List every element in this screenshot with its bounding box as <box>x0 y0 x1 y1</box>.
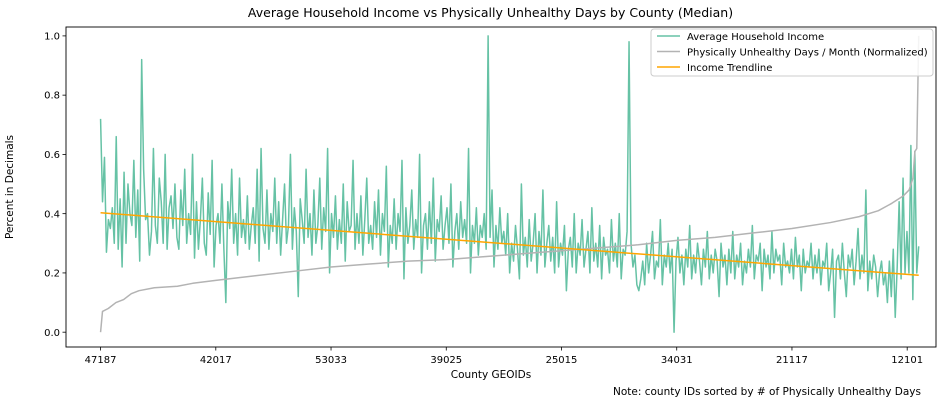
plot-series <box>99 35 920 333</box>
x-tick-label: 47187 <box>85 355 117 366</box>
x-tick-label: 25015 <box>546 355 578 366</box>
legend-box <box>650 28 934 77</box>
x-tick-label: 12101 <box>891 355 923 366</box>
chart-title: Average Household Income vs Physically U… <box>248 5 733 20</box>
y-tick-label: 0.8 <box>44 91 60 102</box>
y-axis: 0.0 0.2 0.4 0.6 0.8 1.0 <box>44 31 66 339</box>
y-tick-label: 0.2 <box>44 269 60 280</box>
plot-frame <box>65 26 937 348</box>
y-tick-label: 0.6 <box>44 150 60 161</box>
series-line-trendline <box>100 212 919 277</box>
y-tick-label: 0.4 <box>44 209 60 220</box>
x-tick-label: 39025 <box>430 355 462 366</box>
y-tick-label: 1.0 <box>44 31 60 42</box>
series-line-unhealthy-days <box>99 35 920 333</box>
y-tick-label: 0.0 <box>44 328 60 339</box>
x-tick-label: 53033 <box>315 355 347 366</box>
x-tick-label: 21117 <box>776 355 808 366</box>
legend-label-income: Average Household Income <box>687 32 824 43</box>
y-axis-label: Percent in Decimals <box>4 135 16 239</box>
legend-label-trendline: Income Trendline <box>687 63 772 74</box>
legend: Average Household Income Physically Unhe… <box>650 28 934 77</box>
series-line-income <box>99 35 920 333</box>
legend-label-unhealthy-days: Physically Unhealthy Days / Month (Norma… <box>687 48 928 59</box>
x-axis-label: County GEOIDs <box>451 369 531 381</box>
x-tick-label: 42017 <box>200 355 232 366</box>
chart-note: Note: county IDs sorted by # of Physical… <box>613 386 921 398</box>
x-tick-label: 34031 <box>661 355 693 366</box>
x-axis: 47187 42017 53033 39025 25015 34031 21117 12101 <box>85 347 923 366</box>
